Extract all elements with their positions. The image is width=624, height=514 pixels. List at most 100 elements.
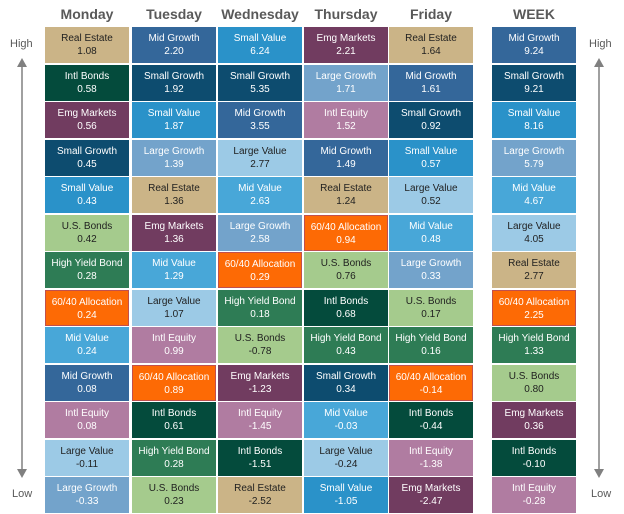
tile-wednesday-high-yield-bond: High Yield Bond 0.18 — [218, 289, 302, 326]
tile-return-value: 0.92 — [421, 121, 441, 132]
tile-monday-intl-equity: Intl Equity 0.08 — [45, 402, 129, 438]
column-header-friday: Friday — [409, 6, 452, 22]
tile-return-value: 9.21 — [524, 83, 544, 95]
tile-return-value: 2.20 — [164, 46, 184, 57]
tile-monday-large-value: Large Value -0.11 — [45, 439, 129, 476]
tile-return-value: 4.05 — [524, 233, 544, 245]
tile-asset-label: Large Value — [404, 183, 458, 194]
tile-wednesday-large-growth: Large Growth 2.58 — [218, 214, 302, 251]
tile-asset-label: High Yield Bond — [498, 333, 570, 344]
tile-week-emg-markets: Emg Markets 0.36 — [492, 402, 576, 438]
tile-return-value: -1.38 — [419, 458, 443, 470]
tile-week-mid-value: Mid Value 4.67 — [492, 177, 576, 213]
tile-friday-mid-growth: Mid Growth 1.61 — [389, 64, 473, 101]
tile-week-mid-growth: Mid Growth 9.24 — [492, 27, 576, 63]
tile-return-value: 0.68 — [336, 308, 356, 320]
tile-return-value: 1.33 — [524, 346, 544, 357]
tile-monday-small-growth: Small Growth 0.45 — [45, 139, 129, 176]
tile-return-value: -1.45 — [248, 421, 272, 432]
tile-return-value: 0.08 — [77, 421, 97, 432]
tile-asset-label: Large Growth — [229, 220, 291, 232]
tile-return-value: 0.43 — [336, 346, 356, 357]
tile-monday-real-estate: Real Estate 1.08 — [45, 27, 129, 63]
high-label-right: High — [589, 38, 612, 50]
tile-return-value: 0.48 — [421, 233, 441, 245]
tile-week-intl-equity: Intl Equity -0.28 — [492, 477, 576, 513]
tile-return-value: 1.29 — [164, 271, 184, 282]
tile-asset-label: 60/40 Allocation — [498, 296, 570, 308]
tile-tuesday-small-value: Small Value 1.87 — [132, 102, 216, 138]
tile-asset-label: Real Estate — [61, 33, 113, 44]
tile-return-value: -0.10 — [522, 458, 546, 470]
tile-asset-label: Mid Value — [409, 220, 453, 232]
tile-asset-label: U.S. Bonds — [61, 220, 113, 232]
tile-thursday-large-growth: Large Growth 1.71 — [304, 64, 388, 101]
tile-asset-label: Small Growth — [56, 145, 117, 157]
tile-return-value: 2.63 — [250, 196, 270, 207]
column-header-monday: Monday — [60, 6, 114, 22]
tile-asset-label: Mid Growth — [508, 33, 560, 44]
tile-return-value: 0.08 — [77, 383, 97, 395]
tile-return-value: 1.64 — [421, 46, 441, 57]
tile-friday-60-40-allocation: 60/40 Allocation -0.14 — [389, 364, 473, 401]
tile-asset-label: 60/40 Allocation — [51, 296, 123, 308]
tile-tuesday-60-40-allocation: 60/40 Allocation 0.89 — [132, 364, 216, 401]
tile-asset-label: 60/40 Allocation — [395, 371, 467, 383]
tile-asset-label: Large Value — [507, 220, 561, 232]
tile-return-value: 0.23 — [164, 496, 184, 507]
tile-wednesday-mid-value: Mid Value 2.63 — [218, 177, 302, 213]
tile-thursday-high-yield-bond: High Yield Bond 0.43 — [304, 327, 388, 363]
tile-asset-label: Intl Bonds — [237, 445, 283, 457]
tile-thursday-mid-growth: Mid Growth 1.49 — [304, 139, 388, 176]
tile-week-large-growth: Large Growth 5.79 — [492, 139, 576, 176]
tile-tuesday-real-estate: Real Estate 1.36 — [132, 177, 216, 213]
tile-return-value: 0.58 — [77, 83, 97, 95]
high-label-left: High — [10, 38, 33, 50]
tile-return-value: 0.80 — [524, 383, 544, 395]
tile-asset-label: Mid Value — [65, 333, 109, 344]
tile-asset-label: High Yield Bond — [51, 258, 123, 269]
tile-monday-intl-bonds: Intl Bonds 0.58 — [45, 64, 129, 101]
tile-return-value: 2.21 — [336, 46, 356, 57]
tile-asset-label: Small Value — [60, 183, 114, 194]
tile-week-intl-bonds: Intl Bonds -0.10 — [492, 439, 576, 476]
tile-return-value: 1.52 — [336, 121, 356, 132]
tile-thursday-60-40-allocation: 60/40 Allocation 0.94 — [304, 214, 388, 251]
tile-asset-label: Large Value — [147, 295, 201, 307]
tile-return-value: 1.49 — [336, 158, 356, 170]
tile-return-value: 0.16 — [421, 346, 441, 357]
tile-return-value: 0.28 — [164, 458, 184, 470]
tile-friday-intl-bonds: Intl Bonds -0.44 — [389, 402, 473, 438]
tile-return-value: 1.24 — [336, 196, 356, 207]
tile-asset-label: Small Value — [233, 33, 287, 44]
tile-return-value: 0.24 — [77, 309, 97, 321]
tile-asset-label: High Yield Bond — [138, 445, 210, 457]
tile-return-value: -2.47 — [419, 496, 443, 507]
tile-friday-intl-equity: Intl Equity -1.38 — [389, 439, 473, 476]
tile-asset-label: Intl Bonds — [323, 295, 369, 307]
tile-asset-label: Intl Bonds — [511, 445, 557, 457]
column-header-week: WEEK — [513, 6, 555, 22]
tile-return-value: -0.28 — [522, 496, 546, 507]
tile-return-value: 0.45 — [77, 158, 97, 170]
tile-asset-label: Mid Value — [512, 183, 556, 194]
tile-return-value: 1.92 — [164, 83, 184, 95]
tile-wednesday-intl-equity: Intl Equity -1.45 — [218, 402, 302, 438]
tile-return-value: 0.57 — [421, 158, 441, 170]
column-header-wednesday: Wednesday — [221, 6, 299, 22]
tile-return-value: 1.36 — [164, 196, 184, 207]
tile-return-value: 1.61 — [421, 83, 441, 95]
arrow-head-down-icon — [594, 469, 604, 478]
tile-monday-emg-markets: Emg Markets 0.56 — [45, 102, 129, 138]
tile-asset-label: Emg Markets — [401, 483, 461, 494]
tile-asset-label: High Yield Bond — [310, 333, 382, 344]
tile-asset-label: 60/40 Allocation — [224, 259, 296, 270]
tile-return-value: -0.24 — [334, 458, 358, 470]
tile-return-value: 1.07 — [164, 308, 184, 320]
tile-asset-label: Small Growth — [315, 370, 376, 382]
tile-asset-label: Intl Equity — [512, 483, 556, 494]
tile-return-value: 5.79 — [524, 158, 544, 170]
tile-return-value: -1.05 — [334, 496, 358, 507]
tile-return-value: 0.24 — [77, 346, 97, 357]
tile-asset-label: Intl Equity — [65, 408, 109, 419]
